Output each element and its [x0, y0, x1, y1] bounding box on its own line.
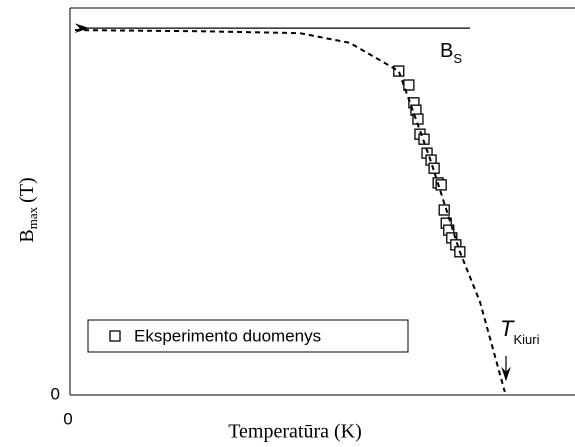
- annotation-sub: S: [453, 51, 462, 66]
- y-label-main: B: [16, 229, 38, 242]
- x-tick-label: 0: [63, 409, 72, 428]
- data-point: [439, 205, 449, 215]
- annotation: BS: [440, 40, 462, 66]
- chart: Temperatūra (K) Bmax(T) 00BSTKiuriEksper…: [0, 0, 575, 447]
- y-label-sub: max: [25, 206, 40, 229]
- y-axis-label-text: Bmax (T): [16, 177, 40, 242]
- y-axis-label: Bmax (T): [16, 177, 40, 242]
- y-label-unit: (T): [16, 177, 38, 203]
- y-tick-label: 0: [51, 384, 60, 403]
- data-point: [404, 80, 414, 90]
- legend-label: Eksperimento duomenys: [134, 326, 321, 345]
- data-point: [429, 163, 439, 173]
- x-axis-label: Temperatūra (K): [228, 421, 362, 443]
- legend-marker: [110, 331, 120, 341]
- annotation-sub: Kiuri: [513, 332, 539, 347]
- data-point: [394, 66, 404, 76]
- annotation-text: B: [440, 40, 453, 62]
- annotation: TKiuri: [500, 316, 540, 348]
